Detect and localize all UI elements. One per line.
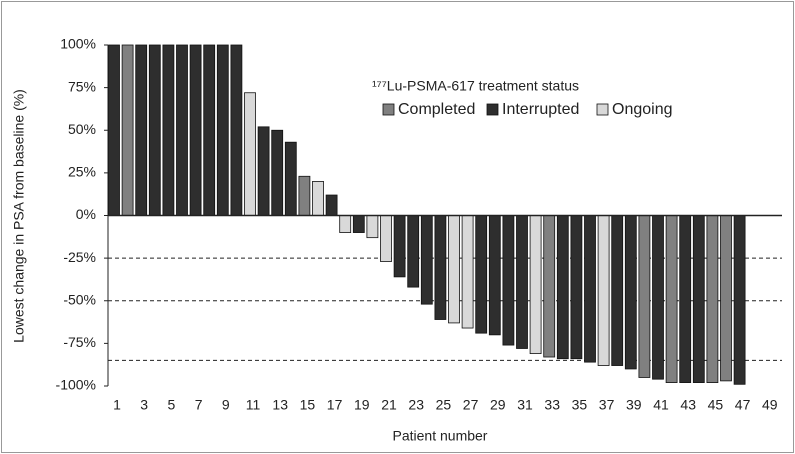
bar <box>366 215 379 239</box>
x-tick-label: 9 <box>222 397 230 413</box>
bar <box>230 44 243 216</box>
bar <box>352 215 365 233</box>
x-tick-label: 15 <box>300 397 316 413</box>
bar <box>720 215 732 382</box>
x-tick-label: 11 <box>246 397 261 413</box>
bar <box>448 215 460 324</box>
x-tick-label: 29 <box>490 397 506 413</box>
x-tick-label: 41 <box>653 397 669 413</box>
bar <box>176 44 188 216</box>
bar <box>652 215 664 380</box>
bar <box>706 215 719 383</box>
bar <box>461 215 474 329</box>
x-tick-label: 17 <box>327 397 343 413</box>
x-tick-label: 13 <box>272 397 288 413</box>
bar <box>692 215 705 383</box>
bar <box>584 215 596 363</box>
x-tick-label: 3 <box>140 397 148 413</box>
bar <box>733 215 746 385</box>
x-axis-label: Patient number <box>393 428 488 444</box>
bar <box>162 44 175 216</box>
bar <box>502 215 515 346</box>
bar <box>665 215 678 383</box>
bar <box>543 215 556 358</box>
x-tick-label: 43 <box>680 397 696 413</box>
bar <box>420 215 433 305</box>
bar <box>339 215 352 233</box>
y-axis-label: Lowest change in PSA from baseline (%) <box>11 89 27 343</box>
legend-label: Completed <box>398 101 475 118</box>
x-tick-label: 7 <box>195 397 203 413</box>
bar <box>108 44 120 216</box>
legend-label: Ongoing <box>612 101 673 118</box>
y-tick-label: 0% <box>76 206 96 222</box>
x-tick-label: 25 <box>436 397 452 413</box>
bar <box>189 44 202 216</box>
x-tick-label: 19 <box>354 397 370 413</box>
bar <box>244 92 256 216</box>
bar <box>298 175 311 216</box>
x-tick-label: 23 <box>408 397 424 413</box>
x-tick-label: 37 <box>599 397 615 413</box>
legend-swatch <box>596 103 609 116</box>
x-tick-label: 5 <box>168 397 176 413</box>
x-tick-label: 49 <box>762 397 778 413</box>
x-tick-label: 31 <box>517 397 533 413</box>
x-tick-label: 45 <box>708 397 724 413</box>
y-tick-label: 50% <box>68 121 96 137</box>
legend-label: Interrupted <box>502 101 579 118</box>
bar <box>257 126 270 216</box>
bar <box>516 215 528 349</box>
x-tick-label: 39 <box>626 397 642 413</box>
bar <box>216 44 229 216</box>
bar <box>556 215 569 360</box>
bar <box>679 215 692 383</box>
bar <box>135 44 148 216</box>
bar <box>570 215 583 360</box>
bar <box>325 194 338 216</box>
legend-title: ¹⁷⁷Lu-PSMA-617 treatment status <box>372 78 579 94</box>
y-tick-label: 100% <box>60 36 96 52</box>
bar <box>121 44 134 216</box>
bar <box>380 215 392 262</box>
x-tick-label: 33 <box>544 397 560 413</box>
bar <box>624 215 637 370</box>
bar <box>312 180 324 216</box>
y-tick-label: -50% <box>63 291 96 307</box>
y-tick-label: -75% <box>63 334 96 350</box>
bar <box>488 215 501 336</box>
bar <box>148 44 161 216</box>
bar <box>638 215 651 378</box>
y-tick-label: -100% <box>56 377 96 393</box>
x-tick-label: 21 <box>381 397 397 413</box>
bar <box>407 215 420 288</box>
y-tick-label: 75% <box>68 78 96 94</box>
bar <box>529 215 542 355</box>
y-tick-label: -25% <box>63 249 96 265</box>
bar <box>271 129 284 216</box>
legend-swatch <box>486 103 499 116</box>
bar <box>475 215 488 334</box>
legend-swatch <box>382 103 395 116</box>
y-tick-label: 25% <box>68 164 96 180</box>
bar <box>284 141 297 216</box>
x-tick-label: 1 <box>113 397 121 413</box>
bar <box>434 215 447 320</box>
bar <box>597 215 610 366</box>
bar <box>393 215 406 278</box>
x-tick-label: 47 <box>735 397 751 413</box>
bar <box>203 44 216 216</box>
x-tick-label: 35 <box>572 397 588 413</box>
bar <box>611 215 624 366</box>
x-tick-label: 27 <box>463 397 479 413</box>
